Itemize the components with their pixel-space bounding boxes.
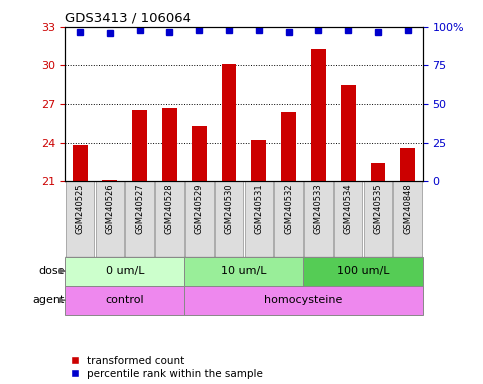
Text: GSM240534: GSM240534	[344, 184, 353, 234]
FancyBboxPatch shape	[126, 181, 154, 257]
FancyBboxPatch shape	[274, 181, 303, 257]
Text: GSM240533: GSM240533	[314, 184, 323, 234]
FancyBboxPatch shape	[304, 181, 333, 257]
Text: GSM240535: GSM240535	[373, 184, 383, 234]
Legend: transformed count, percentile rank within the sample: transformed count, percentile rank withi…	[71, 356, 263, 379]
FancyBboxPatch shape	[66, 181, 94, 257]
Bar	[102, 180, 117, 181]
Text: control: control	[105, 295, 144, 305]
Bar	[311, 49, 326, 181]
FancyBboxPatch shape	[364, 181, 392, 257]
Text: GSM240531: GSM240531	[255, 184, 263, 234]
FancyBboxPatch shape	[334, 181, 362, 257]
FancyBboxPatch shape	[244, 181, 273, 257]
Text: GSM240529: GSM240529	[195, 184, 204, 234]
Text: GSM240525: GSM240525	[76, 184, 85, 234]
Bar	[341, 85, 355, 181]
FancyBboxPatch shape	[185, 257, 303, 286]
Bar	[132, 111, 147, 181]
Bar	[281, 112, 296, 181]
FancyBboxPatch shape	[185, 286, 423, 315]
FancyBboxPatch shape	[65, 257, 185, 286]
FancyBboxPatch shape	[303, 257, 423, 286]
Bar	[192, 126, 207, 181]
Text: GSM240527: GSM240527	[135, 184, 144, 234]
Text: dose: dose	[38, 266, 65, 276]
FancyBboxPatch shape	[185, 181, 213, 257]
Text: homocysteine: homocysteine	[264, 295, 342, 305]
Text: 10 um/L: 10 um/L	[221, 266, 267, 276]
FancyBboxPatch shape	[394, 181, 422, 257]
FancyBboxPatch shape	[155, 181, 184, 257]
Text: GSM240532: GSM240532	[284, 184, 293, 234]
Bar	[370, 163, 385, 181]
Text: GSM240848: GSM240848	[403, 184, 412, 234]
Bar	[72, 145, 87, 181]
FancyBboxPatch shape	[65, 286, 185, 315]
Text: 100 um/L: 100 um/L	[337, 266, 389, 276]
FancyBboxPatch shape	[215, 181, 243, 257]
Bar	[222, 64, 237, 181]
Text: GSM240526: GSM240526	[105, 184, 114, 234]
Text: agent: agent	[32, 295, 65, 305]
Text: GDS3413 / 106064: GDS3413 / 106064	[65, 11, 191, 24]
Bar	[400, 148, 415, 181]
Text: 0 um/L: 0 um/L	[105, 266, 144, 276]
Text: GSM240530: GSM240530	[225, 184, 233, 234]
FancyBboxPatch shape	[96, 181, 124, 257]
Bar	[251, 140, 266, 181]
Text: GSM240528: GSM240528	[165, 184, 174, 234]
Bar	[162, 108, 177, 181]
